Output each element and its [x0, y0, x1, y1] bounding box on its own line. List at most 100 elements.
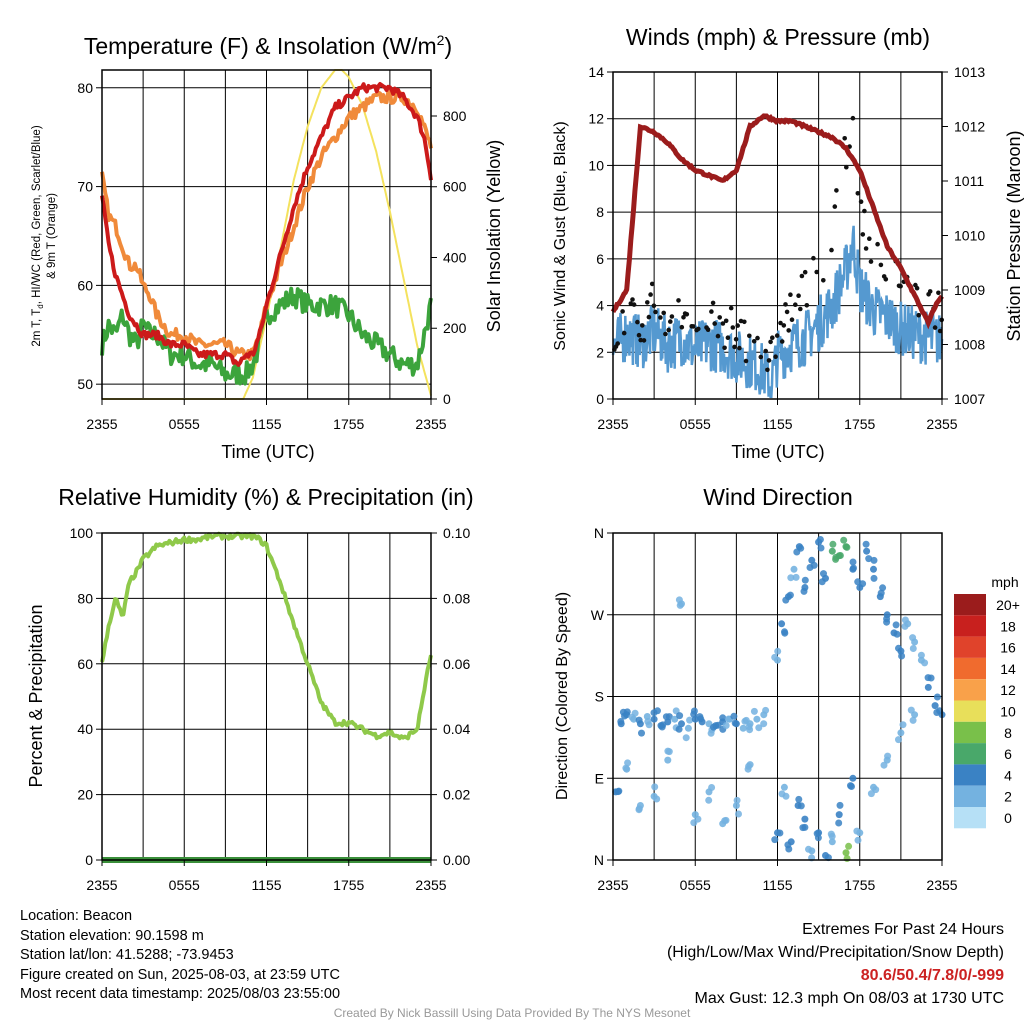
gust-point: [765, 367, 770, 373]
gust-point: [743, 358, 749, 364]
temp-2m-line: [100, 82, 433, 367]
gust-point: [658, 315, 663, 320]
direction-point: [662, 713, 670, 721]
extremes-title: Extremes For Past 24 Hours: [802, 921, 1004, 938]
x-tick-label: 0555: [169, 877, 200, 893]
colorbar-label: 10: [1000, 704, 1016, 720]
x-tick-label: 1155: [762, 877, 792, 893]
gust-point: [630, 297, 635, 302]
colorbar-swatch: [954, 807, 986, 829]
temp-ylabel-line2: & 9m T (Orange): [46, 193, 58, 279]
colorbar-label: 2: [1004, 789, 1012, 805]
station-info: Location: Beacon Station elevation: 90.1…: [20, 907, 340, 1005]
direction-point: [854, 578, 862, 586]
y-tick-label: 4: [596, 298, 604, 314]
direction-point: [790, 565, 798, 573]
x-tick-label: 0555: [169, 416, 200, 432]
colorbar-swatch: [954, 764, 986, 786]
direction-point: [924, 674, 932, 682]
gust-point: [863, 246, 869, 251]
y-right-tick-label: 0.10: [443, 525, 470, 541]
y-tick-label: 0: [596, 391, 604, 407]
direction-point: [862, 540, 870, 548]
direction-point: [813, 830, 821, 838]
colorbar-label: 20+: [996, 597, 1020, 613]
y-tick-label: N: [594, 852, 604, 868]
direction-point: [731, 719, 739, 727]
y-tick-label: 12: [588, 111, 604, 127]
rh-ylabel: Percent & Precipitation: [26, 604, 46, 787]
gust-point: [715, 333, 721, 339]
colorbar-swatch: [954, 636, 986, 658]
gust-point: [763, 348, 768, 354]
y-tick-label: 6: [596, 251, 604, 267]
direction-point: [909, 634, 917, 642]
direction-point: [793, 548, 801, 556]
temp-plot-area: 50 60 70 80 2355 0555 1155 1755 2355 0 200 400 600 80…: [77, 69, 467, 432]
gust-point: [858, 199, 864, 204]
gust-point: [804, 303, 810, 308]
x-tick-label: 2355: [86, 416, 117, 432]
gust-point: [898, 283, 903, 289]
rh-panel-title: Relative Humidity (%) & Precipitation (i…: [58, 484, 473, 510]
gust-point: [867, 236, 872, 241]
colorbar-title: mph: [991, 574, 1018, 590]
gust-point: [774, 333, 780, 338]
gust-point: [778, 320, 783, 326]
y-right-tick-label: 0.04: [443, 721, 470, 737]
gust-point: [811, 255, 816, 261]
direction-point: [909, 645, 917, 652]
direction-point: [792, 573, 800, 581]
colorbar-swatch: [954, 615, 986, 637]
direction-point: [883, 618, 891, 626]
direction-point: [781, 628, 788, 636]
direction-point: [755, 724, 763, 732]
gust-point: [712, 321, 717, 326]
gust-point: [842, 136, 847, 141]
x-tick-label: 1155: [762, 416, 792, 432]
gust-point: [668, 319, 673, 324]
gust-point: [661, 310, 666, 316]
gust-point: [834, 188, 839, 193]
y-tick-label: 80: [77, 590, 93, 606]
y-right-tick-label: 1011: [954, 173, 984, 189]
gust-point: [669, 314, 675, 319]
direction-point: [849, 558, 857, 566]
colorbar-label: 18: [1000, 618, 1016, 634]
y-tick-label: 60: [77, 277, 93, 293]
direction-point: [753, 715, 761, 723]
gust-point: [651, 303, 657, 309]
direction-point: [719, 714, 727, 722]
direction-point: [827, 830, 835, 838]
direction-point: [725, 715, 733, 723]
gust-point: [709, 309, 714, 314]
direction-point: [664, 756, 672, 764]
direction-point: [635, 806, 643, 814]
gust-point: [725, 335, 731, 341]
direction-point: [835, 819, 843, 827]
direction-point: [828, 547, 836, 555]
y-tick-label: 50: [77, 376, 93, 392]
station-location: Location: Beacon: [20, 908, 133, 924]
wind-ylabel-right: Station Pressure (Maroon): [1004, 130, 1024, 341]
direction-point: [635, 716, 643, 724]
y-tick-label: N: [594, 525, 604, 541]
direction-point: [800, 587, 808, 595]
direction-point: [816, 536, 824, 543]
direction-point: [675, 725, 683, 733]
x-tick-label: 0555: [680, 877, 711, 893]
gust-point: [802, 269, 808, 275]
direction-point: [750, 707, 758, 715]
gust-point: [638, 337, 643, 343]
direction-point: [917, 651, 925, 659]
gust-point: [850, 115, 856, 121]
direction-point: [745, 762, 753, 770]
direction-point: [782, 596, 790, 604]
direction-point: [774, 647, 782, 655]
direction-point: [870, 556, 878, 564]
gust-point: [914, 285, 920, 291]
direction-point: [658, 723, 666, 731]
gust-point: [766, 358, 772, 363]
direction-point: [644, 718, 652, 725]
y-right-tick-label: 1013: [954, 64, 985, 80]
